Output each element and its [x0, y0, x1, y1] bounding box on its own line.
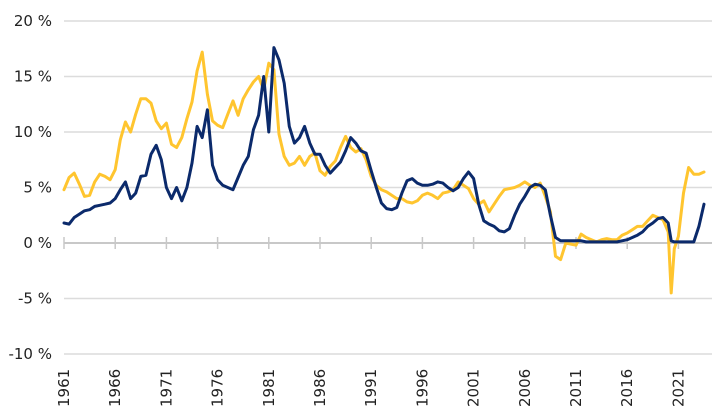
x-tick-label: 1991 [362, 369, 380, 407]
y-tick-label: 10 % [14, 123, 52, 141]
x-tick-label: 2011 [567, 369, 585, 407]
x-tick-label: 1966 [106, 369, 124, 407]
x-axis: 1961 1966 1971 1976 1981 1986 1991 1996 2001 2006… [55, 237, 687, 407]
x-tick-label: 1996 [413, 369, 431, 407]
x-tick-label: 1976 [209, 369, 227, 407]
x-tick-label: 1971 [157, 369, 175, 407]
y-tick-label: 5 % [23, 179, 52, 197]
x-tick-label: 1986 [311, 369, 329, 407]
x-tick-label: 2001 [465, 369, 483, 407]
series-navy-line [62, 46, 706, 244]
y-tick-label: 20 % [14, 12, 52, 30]
series-lines [62, 46, 706, 295]
x-tick-label: 1961 [55, 369, 73, 407]
x-tick-label: 1981 [260, 369, 278, 407]
y-tick-label: -5 % [18, 290, 52, 308]
y-tick-label: 0 % [23, 234, 52, 252]
y-tick-label: -10 % [8, 345, 52, 363]
series-yellow-line [62, 50, 706, 295]
y-axis: 20 % 15 % 10 % 5 % 0 % -5 % -10 % [8, 12, 52, 363]
x-tick-label: 2016 [618, 369, 636, 407]
x-tick-label: 2021 [669, 369, 687, 407]
x-tick-label: 2006 [516, 369, 534, 407]
gridlines [64, 20, 712, 355]
y-tick-label: 15 % [14, 68, 52, 86]
